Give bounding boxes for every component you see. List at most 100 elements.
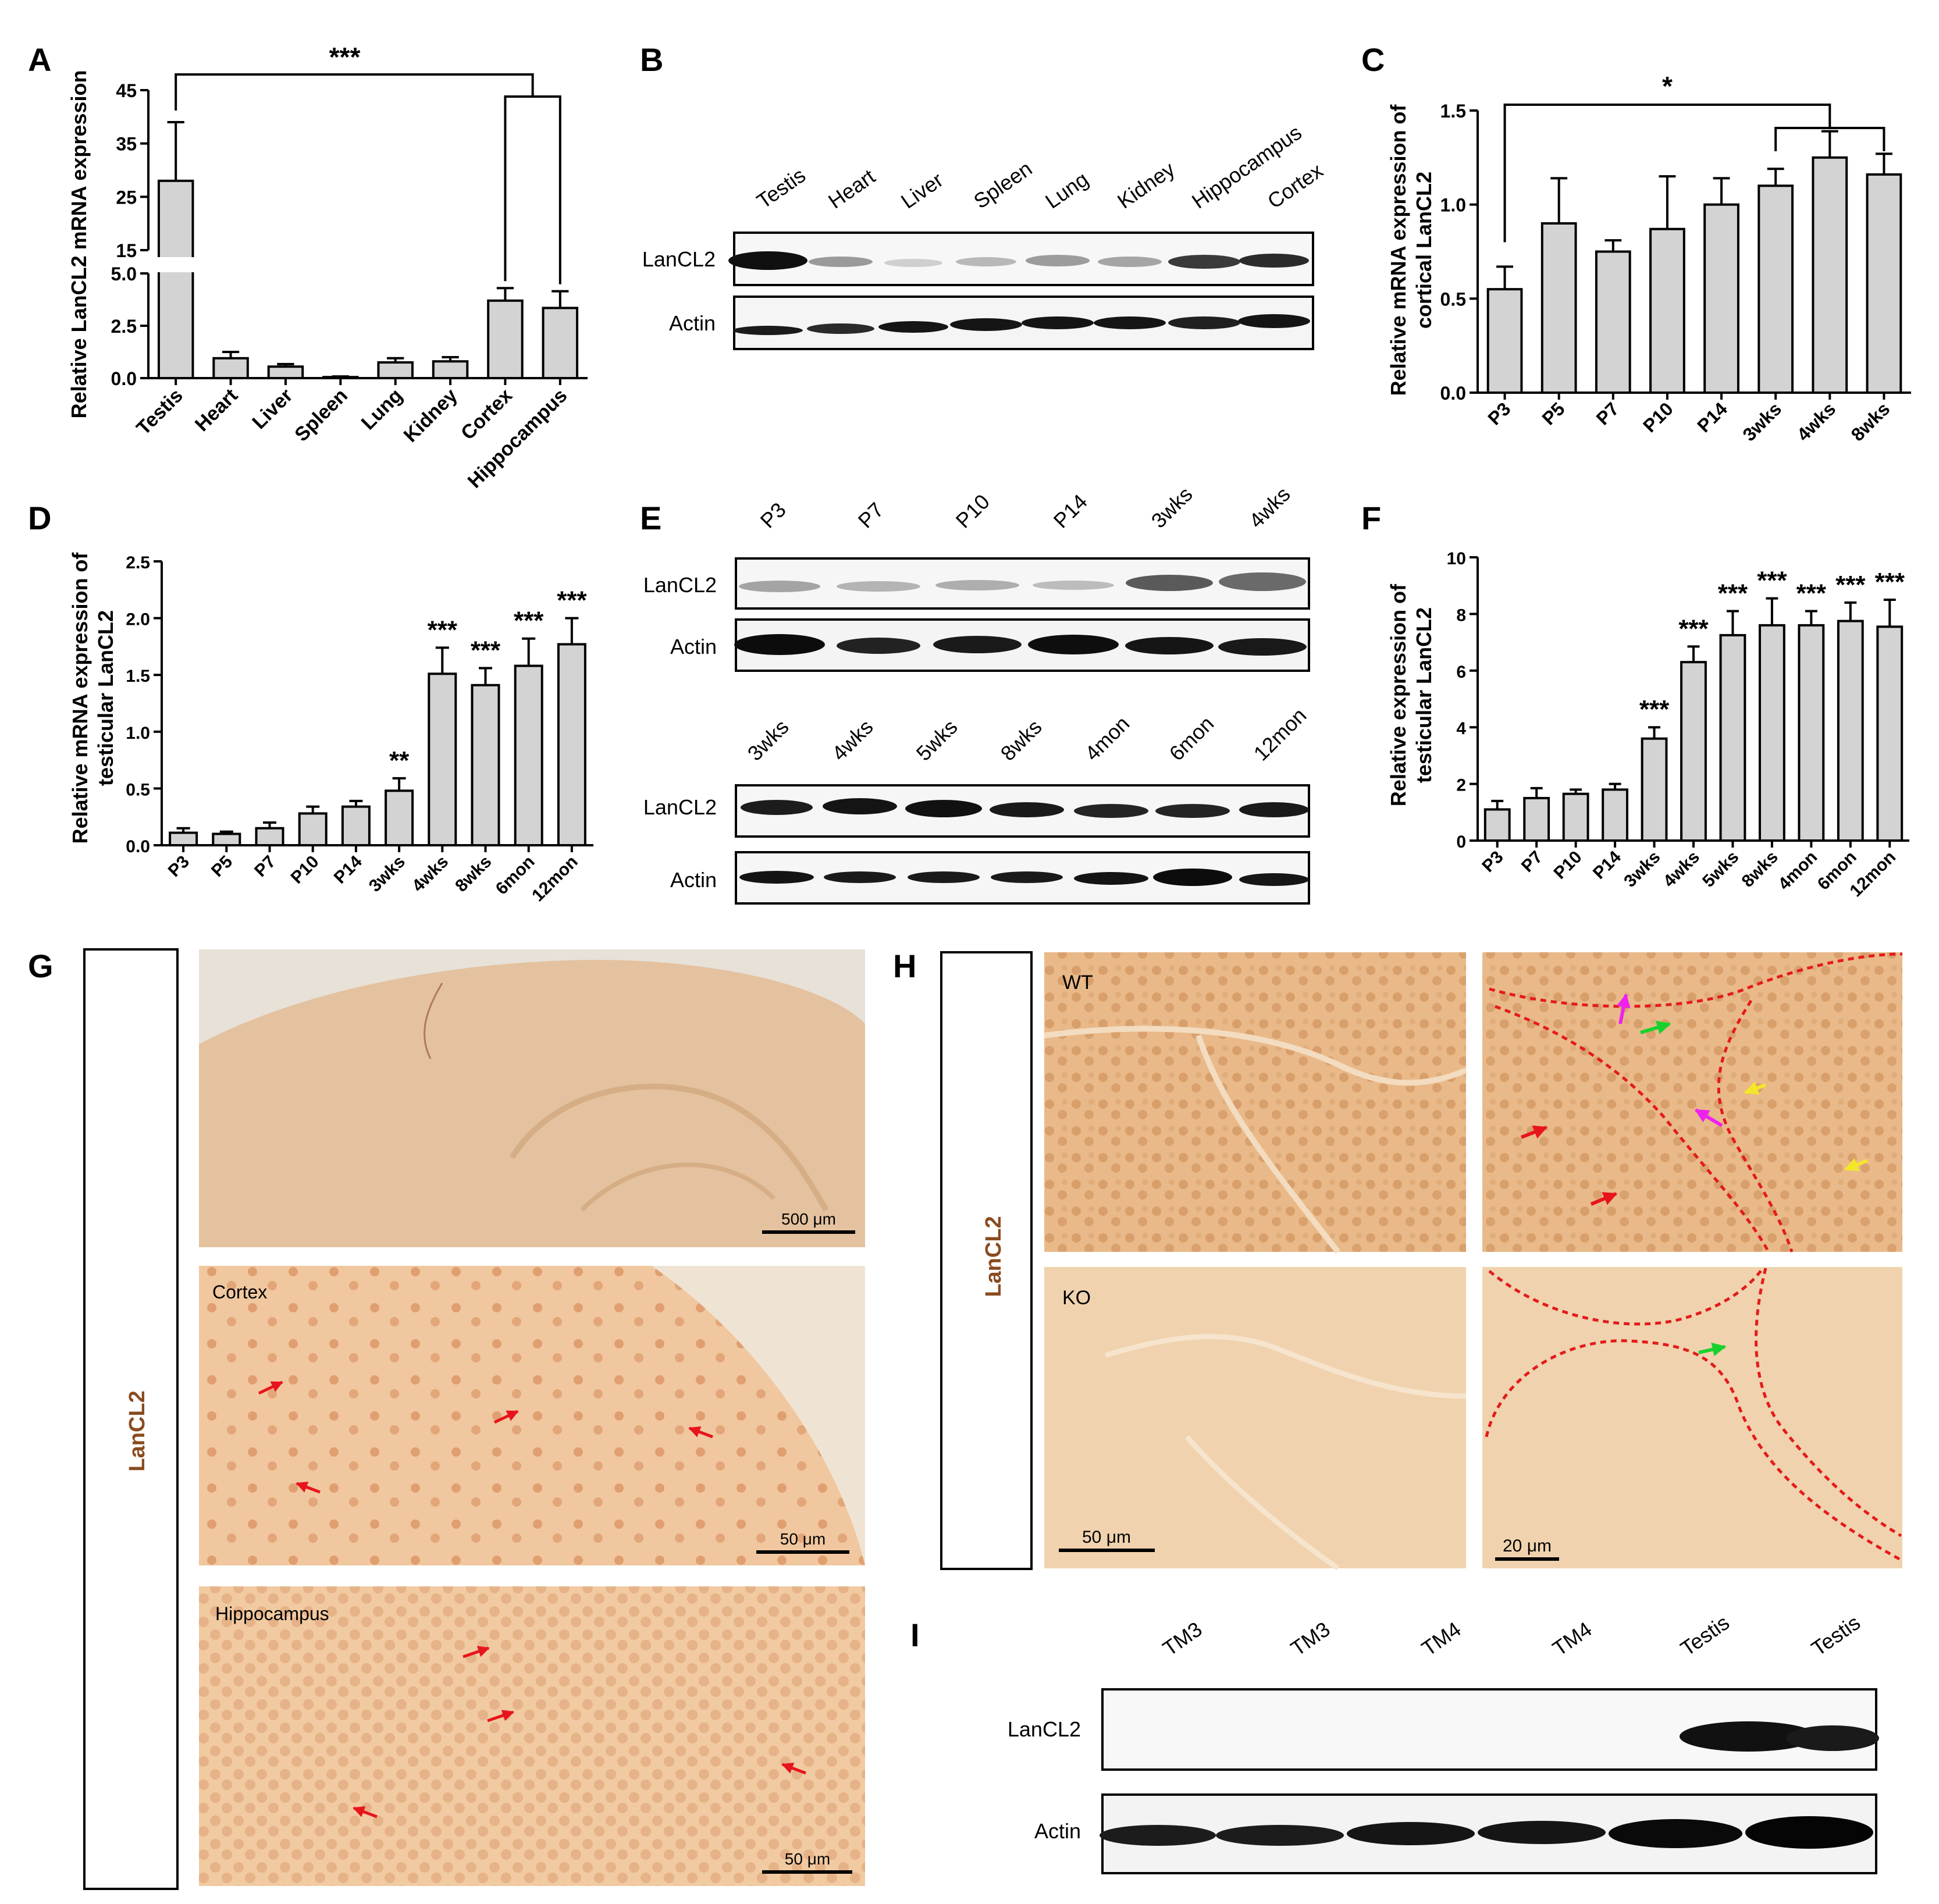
significance-stars: *** bbox=[1796, 579, 1827, 608]
x-tick-label: 3wks bbox=[1738, 398, 1785, 445]
significance-stars: *** bbox=[1875, 568, 1905, 596]
red-arrow bbox=[688, 1426, 713, 1439]
x-tick-label: 5wks bbox=[1699, 848, 1742, 891]
panel-h-side-label: LanCL2 bbox=[981, 1216, 1006, 1297]
y-tick-label: 0 bbox=[1456, 832, 1466, 852]
blot-b-lane-label: Testis bbox=[752, 163, 810, 213]
magenta-arrow bbox=[1616, 993, 1631, 1024]
blot-e-top-row-lancl2: LanCL2 bbox=[643, 573, 717, 597]
x-tick-label: 4wks bbox=[1660, 848, 1703, 891]
blot-b-tissues: LanCL2 Actin Testis Heart Liver Spleen L… bbox=[642, 120, 1327, 350]
y-tick-label: 1.0 bbox=[1440, 195, 1466, 216]
blot-b-lane-label: Lung bbox=[1041, 167, 1093, 213]
x-tick-label: 4wks bbox=[1792, 398, 1840, 445]
bar bbox=[212, 357, 249, 379]
blot-i-row-lancl2: LanCL2 bbox=[1008, 1717, 1081, 1741]
blot-e-lane-bottom: 5wks bbox=[912, 715, 962, 766]
bar bbox=[1837, 620, 1864, 842]
bar bbox=[1798, 624, 1825, 842]
bar bbox=[1602, 788, 1629, 842]
blot-b-row-lancl2: LanCL2 bbox=[642, 247, 716, 271]
y-tick-label: 4 bbox=[1456, 719, 1466, 738]
y-tick-label: 0.0 bbox=[1440, 383, 1466, 404]
bar bbox=[1757, 184, 1794, 394]
x-tick-label: 12mon bbox=[528, 852, 582, 906]
significance-stars: ** bbox=[389, 746, 410, 775]
x-tick-label: Lung bbox=[357, 385, 407, 435]
blot-i-lane-label: Testis bbox=[1676, 1610, 1734, 1660]
chart-a-ylabel: Relative LanCL2 mRNA expression bbox=[67, 70, 91, 419]
green-arrow bbox=[1640, 1020, 1671, 1034]
y-tick-label: 0.0 bbox=[111, 368, 137, 389]
bar bbox=[1523, 796, 1550, 842]
x-tick-label: 3wks bbox=[1620, 848, 1664, 891]
blot-e-lane-bottom: 4mon bbox=[1080, 711, 1134, 766]
x-tick-label: Liver bbox=[248, 385, 297, 433]
red-arrow bbox=[462, 1646, 490, 1659]
x-tick-label: P5 bbox=[1538, 398, 1569, 429]
panel-letter-g: G bbox=[28, 948, 54, 984]
bar bbox=[542, 307, 579, 380]
bar bbox=[471, 684, 500, 846]
x-tick-label: P3 bbox=[1483, 398, 1514, 429]
significance-stars: *** bbox=[1718, 579, 1748, 608]
panel-letter-c: C bbox=[1361, 41, 1385, 78]
bar bbox=[1649, 227, 1685, 394]
significance-stars: *** bbox=[428, 615, 458, 644]
blot-e-lane-top: P10 bbox=[951, 489, 994, 532]
y-tick-label: 0.0 bbox=[126, 837, 150, 856]
significance-stars: *** bbox=[1678, 614, 1709, 643]
significance-stars: *** bbox=[471, 636, 501, 664]
red-arrow bbox=[296, 1481, 321, 1494]
chart-f-ylabel-line1: Relative expression of bbox=[1386, 583, 1410, 806]
panel-g-scale-1: 500 μm bbox=[781, 1210, 836, 1228]
y-tick-label: 2.0 bbox=[126, 610, 150, 629]
bar bbox=[385, 789, 414, 846]
x-tick-label: P14 bbox=[1693, 398, 1731, 436]
red-arrow bbox=[781, 1762, 806, 1775]
red-arrow bbox=[1590, 1192, 1618, 1206]
blot-i-lane-label: TM3 bbox=[1286, 1617, 1334, 1661]
significance-bracket bbox=[1503, 104, 1831, 243]
green-arrow bbox=[1698, 1342, 1727, 1357]
bar bbox=[377, 361, 414, 379]
y-tick-label: 2 bbox=[1456, 776, 1466, 795]
y-tick-label: 45 bbox=[116, 80, 137, 101]
panel-h-scale-1: 50 μm bbox=[1082, 1528, 1131, 1547]
y-tick-label: 25 bbox=[116, 187, 137, 208]
blot-i-lane-label: Testis bbox=[1807, 1610, 1865, 1660]
x-tick-label: Spleen bbox=[290, 385, 352, 446]
blot-b-row-actin: Actin bbox=[669, 311, 716, 335]
blot-b-lane-label: Liver bbox=[896, 168, 947, 213]
panel-letter-i: I bbox=[910, 1617, 920, 1653]
chart-d-ylabel-line1: Relative mRNA expression of bbox=[68, 552, 92, 844]
panel-g-scale-3: 50 μm bbox=[785, 1850, 830, 1868]
blot-i-lane-label: TM4 bbox=[1417, 1617, 1465, 1661]
magenta-arrow bbox=[1694, 1108, 1723, 1127]
blot-e-lane-top: P7 bbox=[853, 498, 888, 533]
x-tick-label: P14 bbox=[330, 852, 366, 887]
yellow-arrow bbox=[1844, 1158, 1869, 1172]
significance-bracket bbox=[1774, 127, 1885, 151]
blot-e-timecourse: LanCL2 Actin P3 P7 P10 P14 3wks 4wks Lan… bbox=[643, 482, 1311, 905]
y-tick-label: 8 bbox=[1456, 606, 1466, 625]
y-tick-label: 1.5 bbox=[126, 667, 150, 686]
y-tick-label: 5.0 bbox=[111, 264, 137, 284]
blot-e-top-bands bbox=[734, 572, 1307, 656]
x-tick-label: P3 bbox=[165, 852, 193, 881]
y-tick-label: 0.5 bbox=[1440, 289, 1466, 309]
x-tick-label: 8wks bbox=[1847, 398, 1894, 445]
y-tick-label: 0.5 bbox=[126, 780, 150, 799]
y-tick-label: 1.5 bbox=[1440, 101, 1466, 122]
x-tick-label: 8wks bbox=[451, 852, 495, 896]
panel-h-scale-2: 20 μm bbox=[1503, 1536, 1552, 1556]
blot-i-lane-label: TM4 bbox=[1548, 1617, 1596, 1661]
bar bbox=[1680, 661, 1707, 842]
x-tick-label: 8wks bbox=[1738, 848, 1782, 891]
blot-e-lane-bottom: 12mon bbox=[1249, 703, 1311, 766]
panel-letter-b: B bbox=[640, 41, 663, 78]
bar bbox=[432, 360, 469, 380]
